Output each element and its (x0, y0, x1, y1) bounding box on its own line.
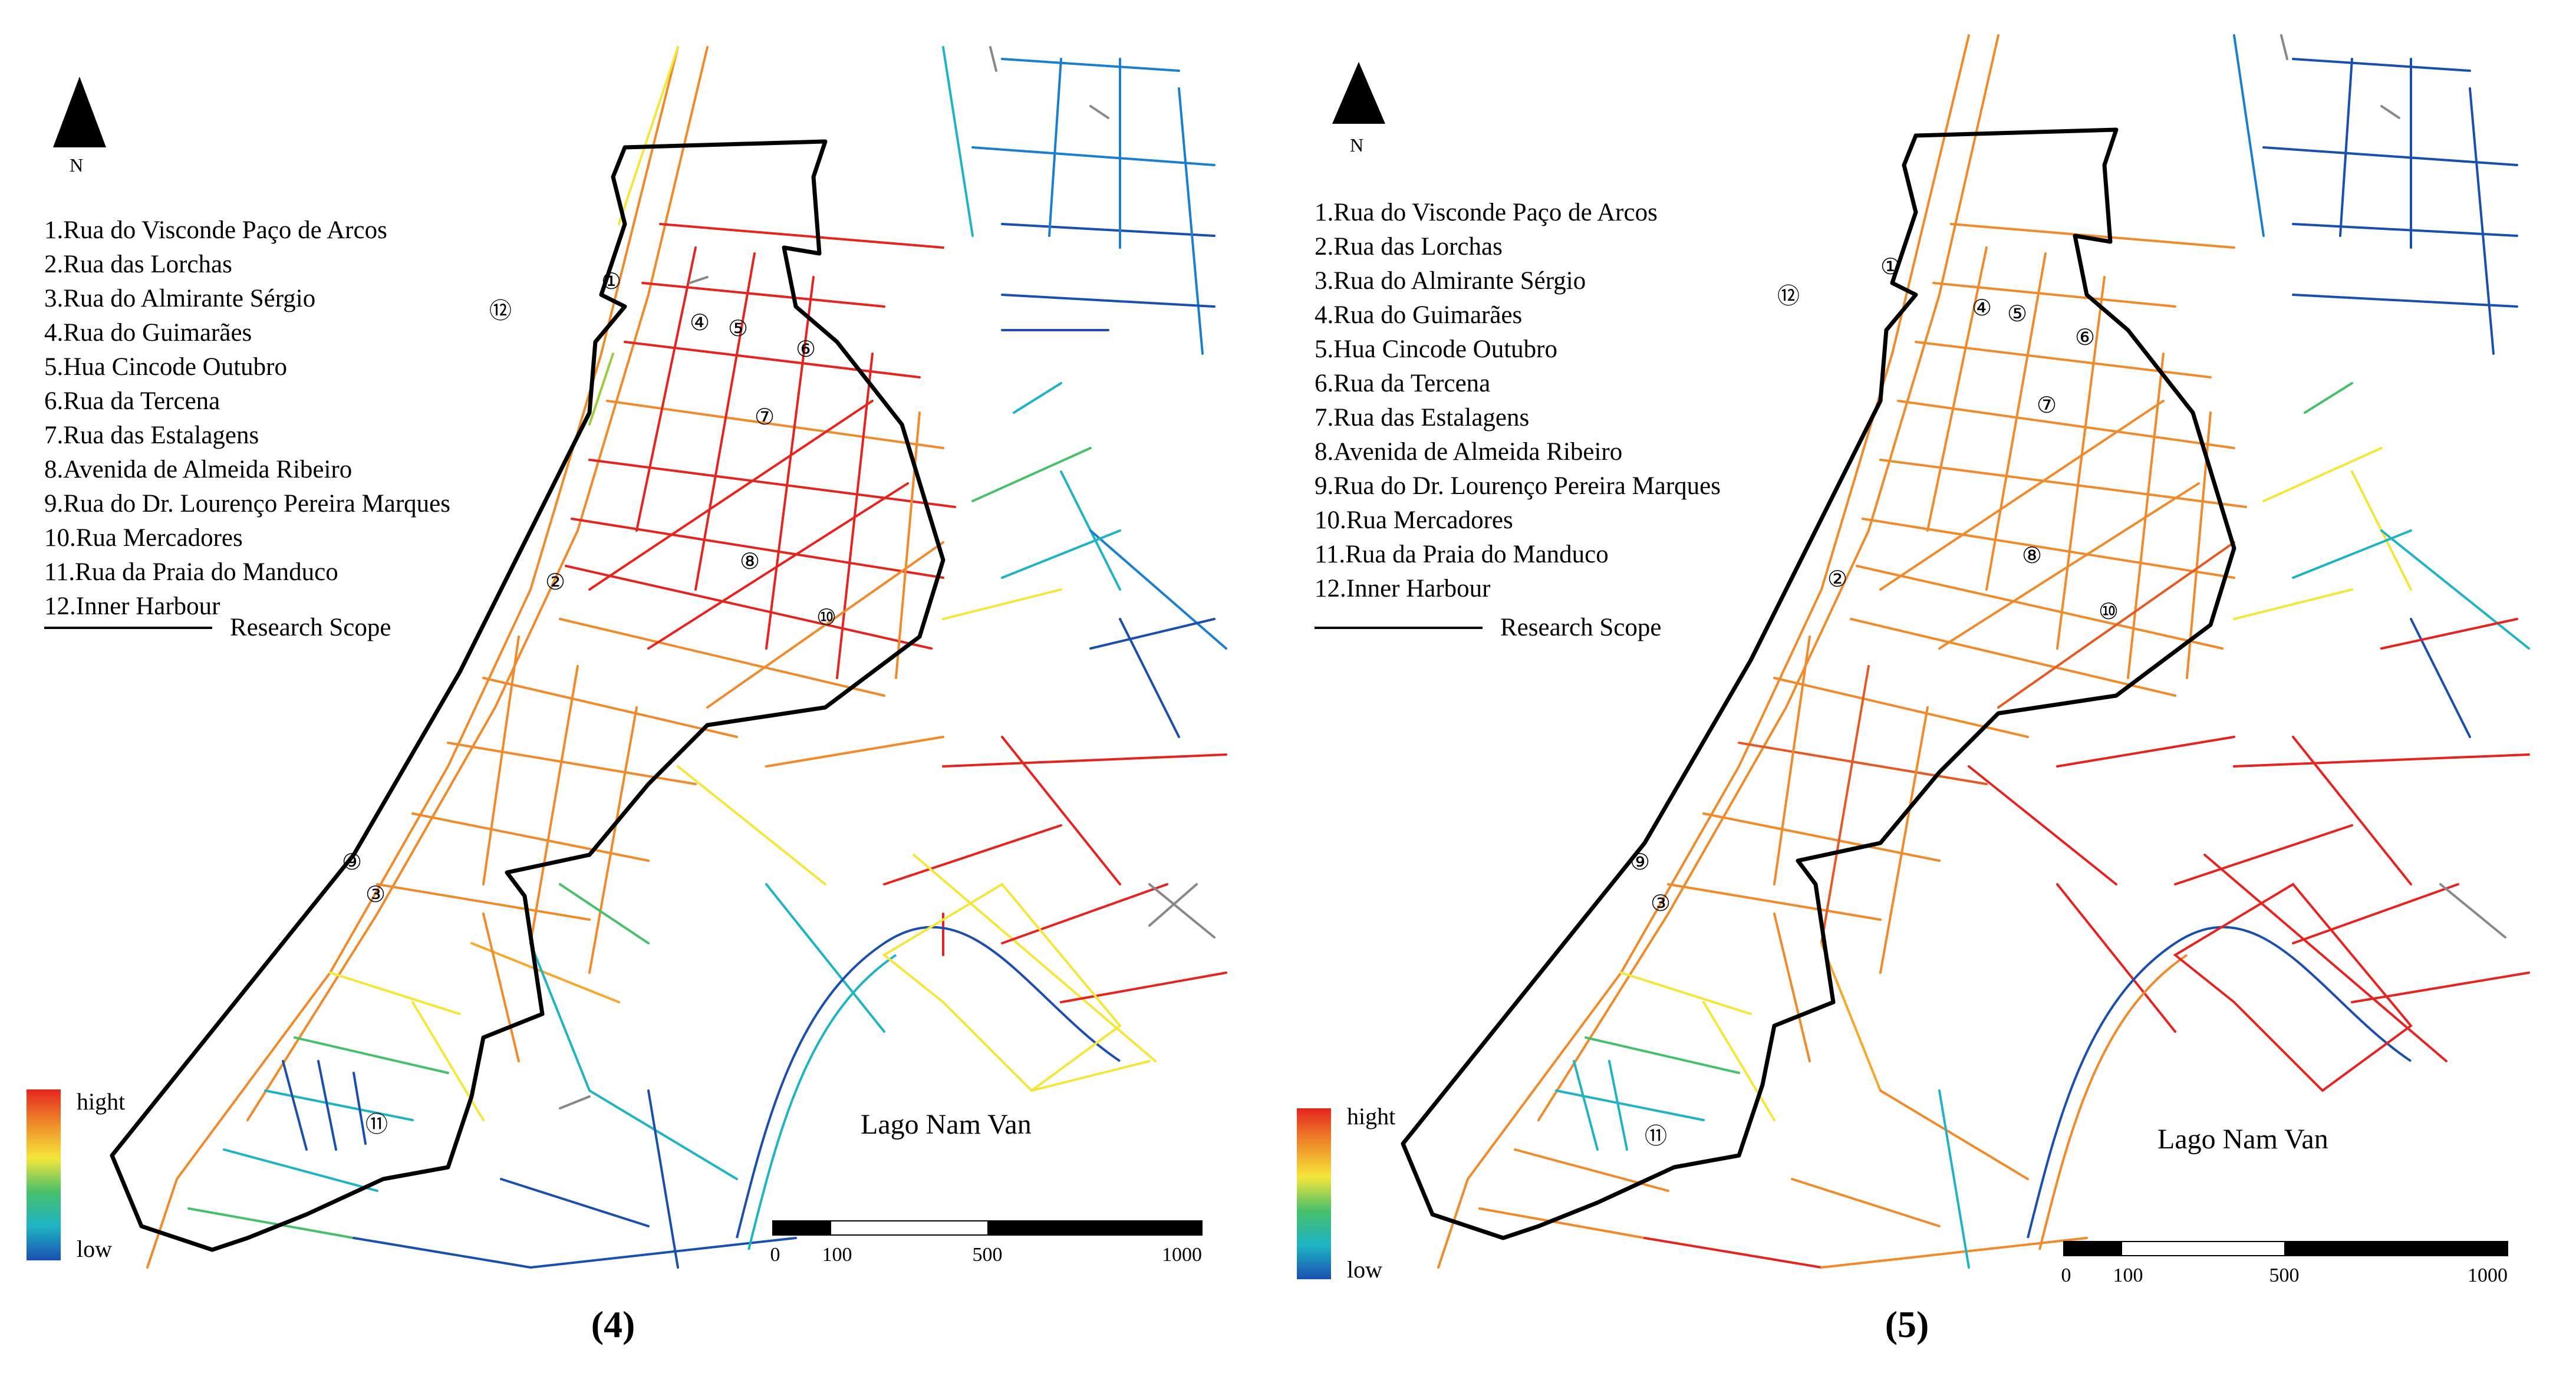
scale-segment (2063, 1241, 2122, 1256)
color-scale-low-label: low (77, 1236, 112, 1262)
scale-tick: 500 (2269, 1265, 2300, 1286)
marker-9: ⑨ (1630, 849, 1650, 875)
marker-8: ⑧ (2022, 542, 2042, 568)
marker-6: ⑥ (796, 336, 816, 362)
street-legend: 1.Rua do Visconde Paço de Arcos 2.Rua da… (44, 213, 450, 624)
street-lines (146, 46, 1227, 1269)
legend-item: 3.Rua do Almirante Sérgio (44, 285, 316, 312)
panel-label: (5) (1885, 1303, 1929, 1345)
legend-item: 8.Avenida de Almeida Ribeiro (44, 456, 353, 483)
legend-item: 2.Rua das Lorchas (44, 251, 232, 278)
scale-tick: 0 (770, 1244, 780, 1266)
street-network-map-5: ① ② ③ ④ ⑤ ⑥ ⑦ ⑧ ⑨ ⑩ ⑪ ⑫ (1401, 34, 2530, 1269)
marker-11: ⑪ (1645, 1123, 1667, 1149)
scale-tick: 1000 (1162, 1244, 1202, 1266)
north-label: N (1350, 134, 1364, 156)
legend-item: 1.Rua do Visconde Paço de Arcos (1315, 199, 1658, 226)
legend-item: 4.Rua do Guimarães (44, 319, 252, 347)
marker-3: ③ (1651, 890, 1671, 916)
marker-8: ⑧ (740, 548, 760, 574)
panel-label: (4) (591, 1303, 635, 1345)
marker-6: ⑥ (2075, 324, 2095, 350)
legend-item: 12.Inner Harbour (44, 592, 220, 620)
marker-12: ⑫ (489, 298, 512, 324)
scale-tick: 500 (972, 1244, 1003, 1266)
marker-7: ⑦ (755, 404, 775, 430)
legend-item: 6.Rua da Tercena (44, 387, 220, 415)
research-scope-label: Research Scope (230, 614, 391, 641)
north-arrow-icon (1332, 62, 1385, 124)
scale-tick: 1000 (2468, 1265, 2508, 1286)
research-scope-label: Research Scope (1500, 614, 1662, 641)
scope-line-swatch (1315, 626, 1483, 629)
legend-item: 1.Rua do Visconde Paço de Arcos (44, 216, 387, 244)
north-label: N (70, 154, 84, 176)
marker-5: ⑤ (728, 315, 748, 341)
legend-item: 11.Rua da Praia do Manduco (44, 558, 338, 586)
legend-item: 7.Rua das Estalagens (44, 422, 259, 449)
legend-item: 4.Rua do Guimarães (1315, 301, 1523, 329)
legend-item: 5.Hua Cincode Outubro (44, 353, 288, 381)
marker-4: ④ (1972, 295, 1992, 321)
legend-item: 9.Rua do Dr. Lourenço Pereira Marques (1315, 472, 1721, 500)
scale-segment (831, 1220, 987, 1236)
scale-tick: 100 (2113, 1265, 2143, 1286)
map-panel-5: ① ② ③ ④ ⑤ ⑥ ⑦ ⑧ ⑨ ⑩ ⑪ ⑫ N 1.Rua do Visco… (1291, 0, 2576, 1383)
scale-bar: 0 100 500 1000 (2061, 1241, 2508, 1288)
color-scale-bar (27, 1089, 61, 1260)
color-scale-bar (1297, 1108, 1331, 1279)
legend-item: 12.Inner Harbour (1315, 575, 1491, 602)
marker-3: ③ (365, 881, 386, 907)
marker-1: ① (601, 268, 621, 294)
street-markers: ① ② ③ ④ ⑤ ⑥ ⑦ ⑧ ⑨ ⑩ ⑪ ⑫ (1630, 253, 2119, 1149)
research-scope-boundary (110, 139, 946, 1252)
lake-shoreline (2027, 883, 2413, 1250)
marker-2: ② (1827, 566, 1847, 592)
color-scale-high-label: hight (1347, 1103, 1396, 1130)
research-scope-legend: Research Scope (44, 613, 391, 642)
legend-item: 7.Rua das Estalagens (1315, 404, 1530, 432)
legend-item: 6.Rua da Tercena (1315, 370, 1491, 397)
scope-line-swatch (44, 626, 212, 629)
legend-item: 2.Rua das Lorchas (1315, 233, 1503, 261)
legend-item: 8.Avenida de Almeida Ribeiro (1315, 438, 1623, 466)
scale-bar: 0 100 500 1000 (770, 1220, 1203, 1267)
north-arrow-icon (53, 77, 106, 147)
legend-item: 5.Hua Cincode Outubro (1315, 335, 1558, 363)
scale-segment (2122, 1241, 2284, 1256)
research-scope-boundary (1401, 127, 2236, 1240)
scale-segment (987, 1220, 1203, 1236)
marker-2: ② (545, 569, 565, 595)
marker-10: ⑩ (2099, 598, 2119, 624)
marker-7: ⑦ (2037, 392, 2057, 418)
legend-item: 11.Rua da Praia do Manduco (1315, 541, 1609, 568)
marker-1: ① (1880, 253, 1900, 279)
lake-label: Lago Nam Van (2157, 1124, 2328, 1155)
street-legend: 1.Rua do Visconde Paço de Arcos 2.Rua da… (1315, 196, 1721, 606)
marker-12: ⑫ (1777, 283, 1800, 309)
map-panel-4: ① ② ③ ④ ⑤ ⑥ ⑦ ⑧ ⑨ ⑩ ⑪ ⑫ N 1.Rua do Visco… (0, 0, 1273, 1383)
street-markers: ① ② ③ ④ ⑤ ⑥ ⑦ ⑧ ⑨ ⑩ ⑪ ⑫ (342, 268, 836, 1137)
legend-item: 9.Rua do Dr. Lourenço Pereira Marques (44, 490, 450, 518)
marker-5: ⑤ (2007, 301, 2027, 327)
lake-shoreline (736, 883, 1122, 1250)
marker-4: ④ (690, 309, 710, 335)
marker-10: ⑩ (816, 604, 836, 630)
legend-item: 10.Rua Mercadores (44, 524, 243, 552)
legend-item: 3.Rua do Almirante Sérgio (1315, 267, 1586, 295)
research-scope-legend: Research Scope (1315, 613, 1661, 642)
color-scale-low-label: low (1347, 1256, 1382, 1283)
street-network-map-4: ① ② ③ ④ ⑤ ⑥ ⑦ ⑧ ⑨ ⑩ ⑪ ⑫ (110, 46, 1227, 1269)
scale-tick: 100 (822, 1244, 852, 1266)
scale-tick: 0 (2061, 1265, 2071, 1286)
legend-item: 10.Rua Mercadores (1315, 506, 1513, 534)
marker-11: ⑪ (365, 1111, 388, 1137)
scale-segment (2284, 1241, 2508, 1256)
color-scale-high-label: hight (77, 1088, 126, 1115)
scale-segment (772, 1220, 831, 1236)
lake-label: Lago Nam Van (861, 1109, 1032, 1140)
marker-9: ⑨ (342, 849, 362, 875)
